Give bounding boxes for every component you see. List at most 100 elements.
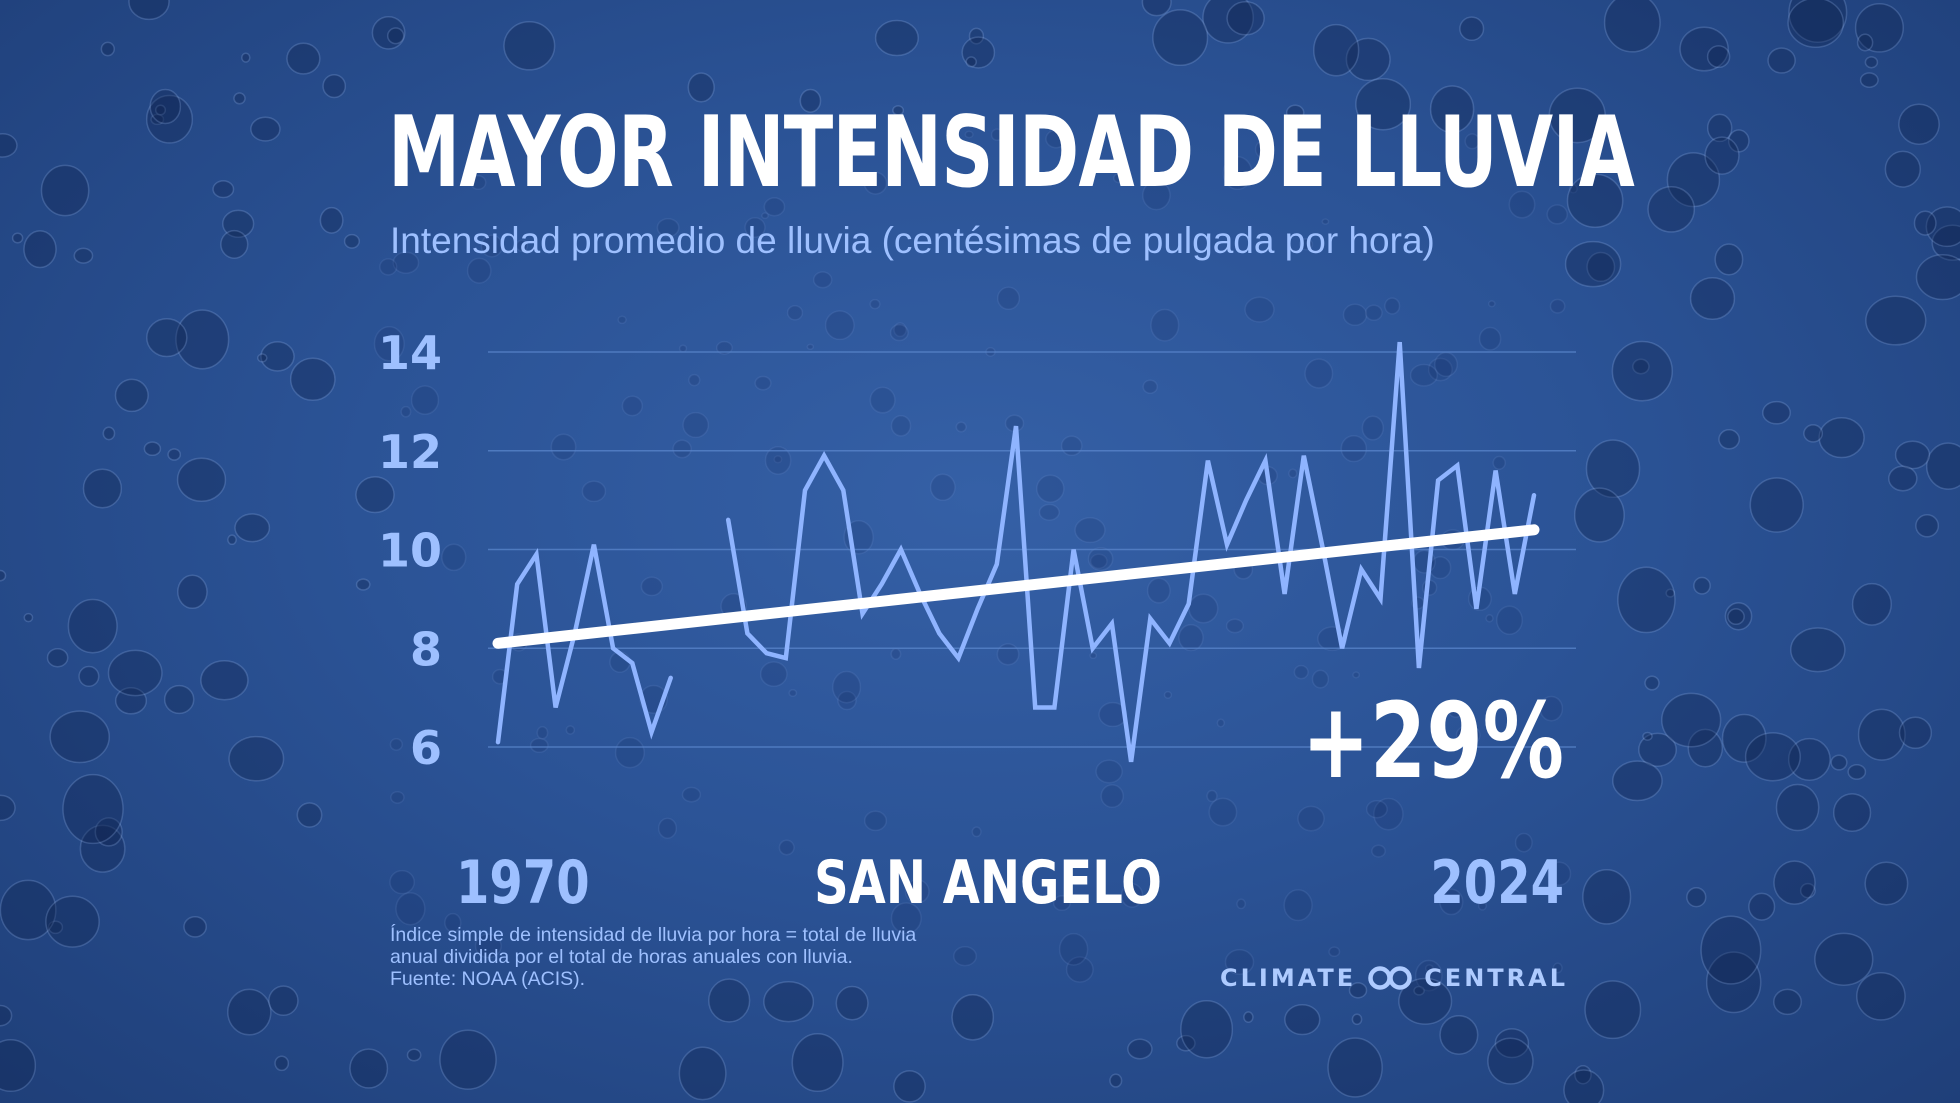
raindrop [128, 0, 170, 21]
raindrop [1546, 204, 1568, 225]
raindrop [1700, 915, 1762, 985]
trend-layer [492, 524, 1540, 649]
raindrop [1224, 949, 1255, 975]
raindrop [953, 946, 977, 967]
raindrop [996, 643, 1020, 666]
raindrop [1089, 553, 1108, 569]
raindrop [1864, 56, 1879, 69]
raindrop [1564, 240, 1622, 288]
raindrop [1721, 713, 1767, 763]
raindrop [78, 665, 100, 688]
raindrop [640, 576, 663, 597]
raindrop [863, 171, 888, 195]
raindrop [1424, 964, 1434, 973]
raindrop [1327, 1037, 1383, 1098]
raindrop [322, 73, 347, 99]
logo-text-right: CENTRAL [1424, 964, 1568, 992]
raindrop [788, 688, 798, 698]
raindrop [79, 824, 126, 873]
raindrop [1585, 439, 1641, 499]
raindrop [183, 915, 207, 938]
footnote-line-2: anual dividida por el total de horas anu… [390, 946, 853, 968]
raindrop [1439, 1014, 1479, 1055]
raindrop [687, 72, 715, 103]
raindrop [1074, 517, 1106, 544]
raindrop [1120, 883, 1144, 908]
raindrop [1568, 184, 1578, 194]
raindrop [965, 56, 977, 68]
footnote: Índice simple de intensidad de lluvia po… [390, 924, 916, 990]
raindrop [1236, 898, 1246, 910]
raindrop [778, 839, 795, 856]
raindrop [11, 232, 24, 244]
raindrop [296, 802, 323, 828]
raindrop [23, 612, 34, 623]
raindrop [1485, 614, 1494, 623]
raindrop [744, 216, 766, 238]
raindrop [163, 684, 195, 715]
raindrop [1414, 959, 1443, 992]
raindrop [1508, 190, 1536, 219]
raindrop [1058, 932, 1089, 966]
raindrop [1573, 487, 1625, 543]
raindrop [824, 310, 855, 341]
footnote-line-3: Fuente: NOAA (ACIS). [390, 968, 586, 990]
raindrop [1788, 0, 1848, 43]
raindrop [893, 322, 907, 338]
raindrop [1464, 133, 1480, 150]
raindrop [968, 27, 985, 45]
raindrop [1644, 675, 1660, 691]
raindrop [565, 725, 576, 735]
raindrop [955, 421, 967, 433]
raindrop [1714, 243, 1744, 276]
raindrop [114, 378, 149, 413]
raindrop [1188, 593, 1219, 624]
raindrop [1552, 962, 1563, 974]
raindrop [1582, 868, 1632, 925]
raindrop [400, 405, 412, 418]
raindrop [1642, 731, 1653, 741]
raindrop [1244, 296, 1275, 323]
raindrop [410, 385, 440, 415]
raindrop [1113, 172, 1126, 184]
raindrop [961, 36, 996, 69]
raindrop [799, 88, 822, 113]
raindrop [1304, 358, 1334, 389]
y-tick-label: 12 [378, 425, 442, 479]
raindrop [1539, 695, 1564, 722]
raindrop [227, 534, 237, 546]
raindrop [1351, 1013, 1363, 1026]
raindrop [503, 21, 556, 71]
raindrop [1152, 9, 1209, 67]
raindrop [395, 892, 426, 926]
percent-change-label: +29% [1301, 680, 1564, 802]
raindrop [1127, 1038, 1153, 1060]
raindrop [1038, 503, 1060, 521]
raindrop [1888, 465, 1918, 492]
raindrop [1915, 514, 1940, 538]
raindrop [1355, 77, 1412, 131]
raindrop [441, 543, 467, 572]
raindrop [1492, 455, 1506, 470]
raindrop [379, 258, 398, 276]
raindrop [1364, 304, 1383, 322]
raindrop [869, 386, 896, 414]
raindrop [904, 879, 930, 904]
raindrop [0, 879, 57, 941]
raindrop [268, 985, 299, 1017]
raindrop [154, 104, 167, 116]
raindrop [82, 468, 123, 509]
raindrop [1100, 784, 1124, 809]
raindrop [386, 27, 405, 45]
raindrop [0, 569, 7, 582]
raindrop [1865, 295, 1927, 346]
raindrop [1638, 732, 1677, 767]
raindrop [1767, 47, 1796, 74]
raindrop [1284, 1003, 1321, 1036]
raindrop [1208, 797, 1238, 827]
raindrop [228, 735, 285, 782]
climate-central-logo: CLIMATE CENTRAL [1220, 964, 1568, 992]
raindrop [1787, 0, 1845, 48]
raindrop [614, 736, 645, 769]
raindrop [234, 513, 271, 543]
